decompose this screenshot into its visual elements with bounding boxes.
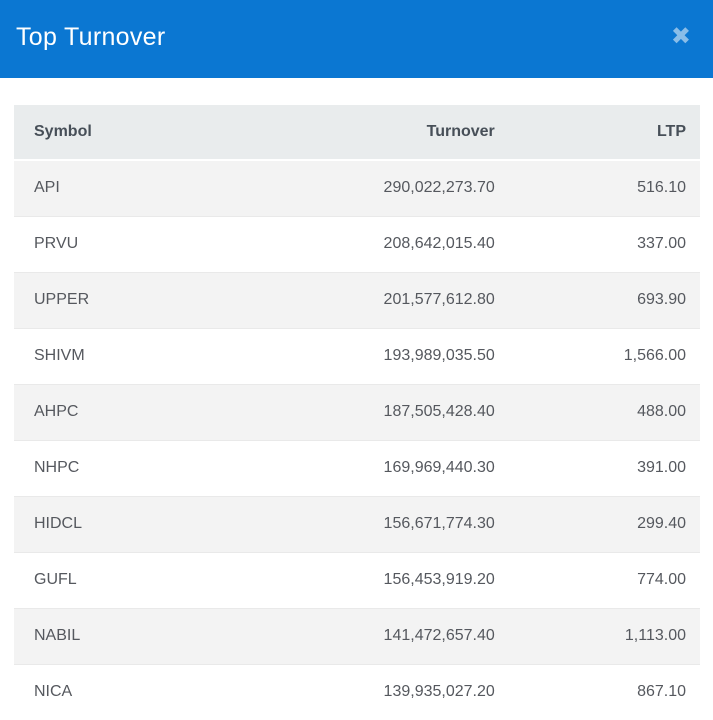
ltp-cell: 488.00 [514,383,700,440]
symbol-cell: HIDCL [14,495,241,552]
table-row: PRVU 208,642,015.40 337.00 [14,215,700,272]
close-icon[interactable]: ✖ [670,23,691,50]
turnover-cell: 141,472,657.40 [240,607,515,664]
top-turnover-table: Symbol Turnover LTP API 290,022,273.70 5… [14,105,700,720]
symbol-cell: GUFL [14,551,241,608]
symbol-cell: NICA [14,663,241,720]
turnover-cell: 208,642,015.40 [240,215,515,272]
turnover-cell: 290,022,273.70 [383,179,495,197]
ltp-cell: 391.00 [514,439,700,496]
ltp-cell: 337.00 [514,215,700,272]
symbol-cell: UPPER [14,271,241,328]
table-row: NABIL 141,472,657.40 1,113.00 [14,607,700,664]
turnover-cell: 187,505,428.40 [240,383,515,440]
table-row: API 290,022,273.70 516.10 [14,160,700,216]
turnover-cell: 201,577,612.80 [240,271,515,328]
table-row: SHIVM 193,989,035.50 1,566.00 [14,327,700,384]
table-row: NHPC 169,969,440.30 391.00 [14,439,700,496]
ltp-cell: 693.90 [514,271,700,328]
turnover-cell: 139,935,027.20 [240,663,515,720]
table-row: GUFL 156,453,919.20 774.00 [14,551,700,608]
turnover-cell: 156,671,774.30 [240,495,515,552]
table-row: UPPER 201,577,612.80 693.90 [14,271,700,328]
ltp-cell: 1,566.00 [514,327,700,384]
modal-body: Symbol Turnover LTP API 290,022,273.70 5… [0,78,713,720]
modal-title: Top Turnover [16,22,166,51]
column-header-symbol: Symbol [14,105,241,161]
ltp-cell: 867.10 [514,663,700,720]
symbol-cell: AHPC [14,383,241,440]
table-header-row: Symbol Turnover LTP [14,105,700,161]
column-header-turnover: Turnover [240,105,515,161]
column-header-ltp: LTP [514,105,700,161]
symbol-cell: SHIVM [14,327,241,384]
turnover-cell: 156,453,919.20 [240,551,515,608]
table-row: AHPC 187,505,428.40 488.00 [14,383,700,440]
symbol-cell: API [34,179,60,197]
symbol-cell: NABIL [14,607,241,664]
symbol-cell: NHPC [14,439,241,496]
table-row: HIDCL 156,671,774.30 299.40 [14,495,700,552]
table-row: NICA 139,935,027.20 867.10 [14,663,700,720]
turnover-cell: 193,989,035.50 [240,327,515,384]
ltp-cell: 299.40 [514,495,700,552]
modal-titlebar: Top Turnover ✖ [0,0,713,78]
ltp-cell: 1,113.00 [514,607,700,664]
ltp-cell: 516.10 [637,179,686,197]
symbol-cell: PRVU [14,215,241,272]
ltp-cell: 774.00 [514,551,700,608]
turnover-cell: 169,969,440.30 [240,439,515,496]
